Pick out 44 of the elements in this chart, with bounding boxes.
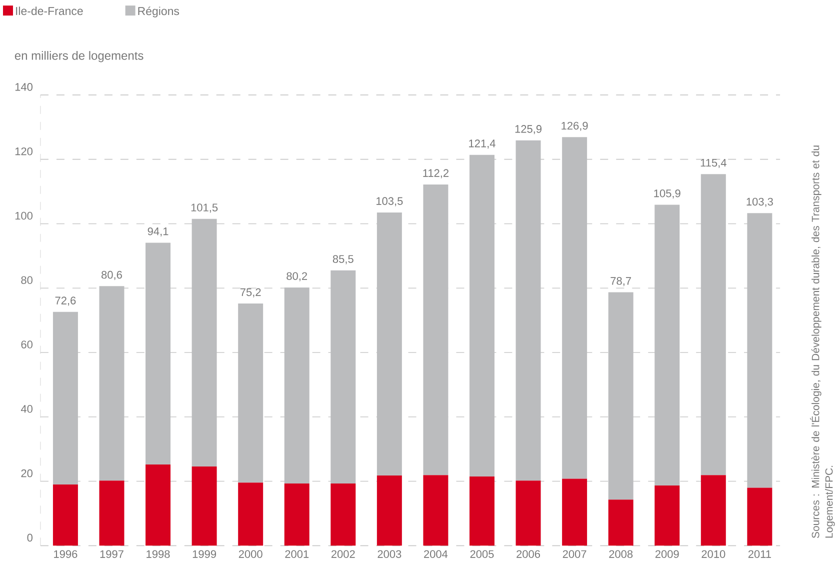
x-tick-label: 2006 [516,550,540,558]
x-tick-label: 1996 [54,550,78,558]
legend-label: Ile-de-France [16,6,83,16]
x-tick-label: 1997 [100,550,124,558]
x-tick-label: 2007 [562,550,586,558]
y-tick-label: 20 [21,470,32,478]
y-tick-label: 60 [21,340,32,349]
source-note: Sources : Ministère de l'Écologie, du Développement durable, des Transports et du Logement/FPC. [810,146,835,538]
total-label: 103,3 [746,198,773,208]
total-label: 72,6 [55,296,76,306]
total-label: 115,4 [700,159,726,168]
y-tick-label: 100 [15,212,32,220]
y-axis-title: en milliers de logements [14,51,144,62]
total-label: 112,2 [423,169,449,178]
total-label: 75,2 [240,288,261,298]
total-label: 94,1 [148,228,168,237]
x-tick-label: 2004 [424,550,448,558]
y-tick-label: 80 [21,276,32,284]
x-tick-label: 2002 [331,550,355,558]
total-label: 78,7 [610,277,631,286]
x-tick-label: 2010 [702,550,726,558]
x-tick-label: 2005 [470,550,494,558]
total-label: 80,2 [286,272,308,282]
total-label: 126,9 [562,122,588,132]
x-tick-label: 1998 [146,550,170,558]
y-tick-label: 120 [15,148,32,156]
x-tick-label: 2000 [238,550,262,558]
y-tick-label: 0 [27,534,32,542]
y-tick-label: 140 [15,83,32,92]
x-tick-label: 2001 [285,550,309,558]
x-tick-label: 1999 [192,550,216,558]
y-tick-label: 40 [20,405,32,413]
total-label: 85,5 [332,255,354,264]
legend-label: Régions [138,6,180,18]
x-tick-label: 2008 [609,550,633,558]
total-label: 105,9 [654,190,680,199]
total-label: 103,5 [376,197,403,206]
total-label: 101,5 [191,204,218,213]
total-label: 125,9 [515,125,542,134]
x-tick-label: 2009 [655,550,679,558]
x-tick-label: 2011 [748,550,771,558]
total-label: 80,6 [102,271,122,280]
x-tick-label: 2003 [378,550,402,558]
total-label: 121,4 [469,140,496,149]
